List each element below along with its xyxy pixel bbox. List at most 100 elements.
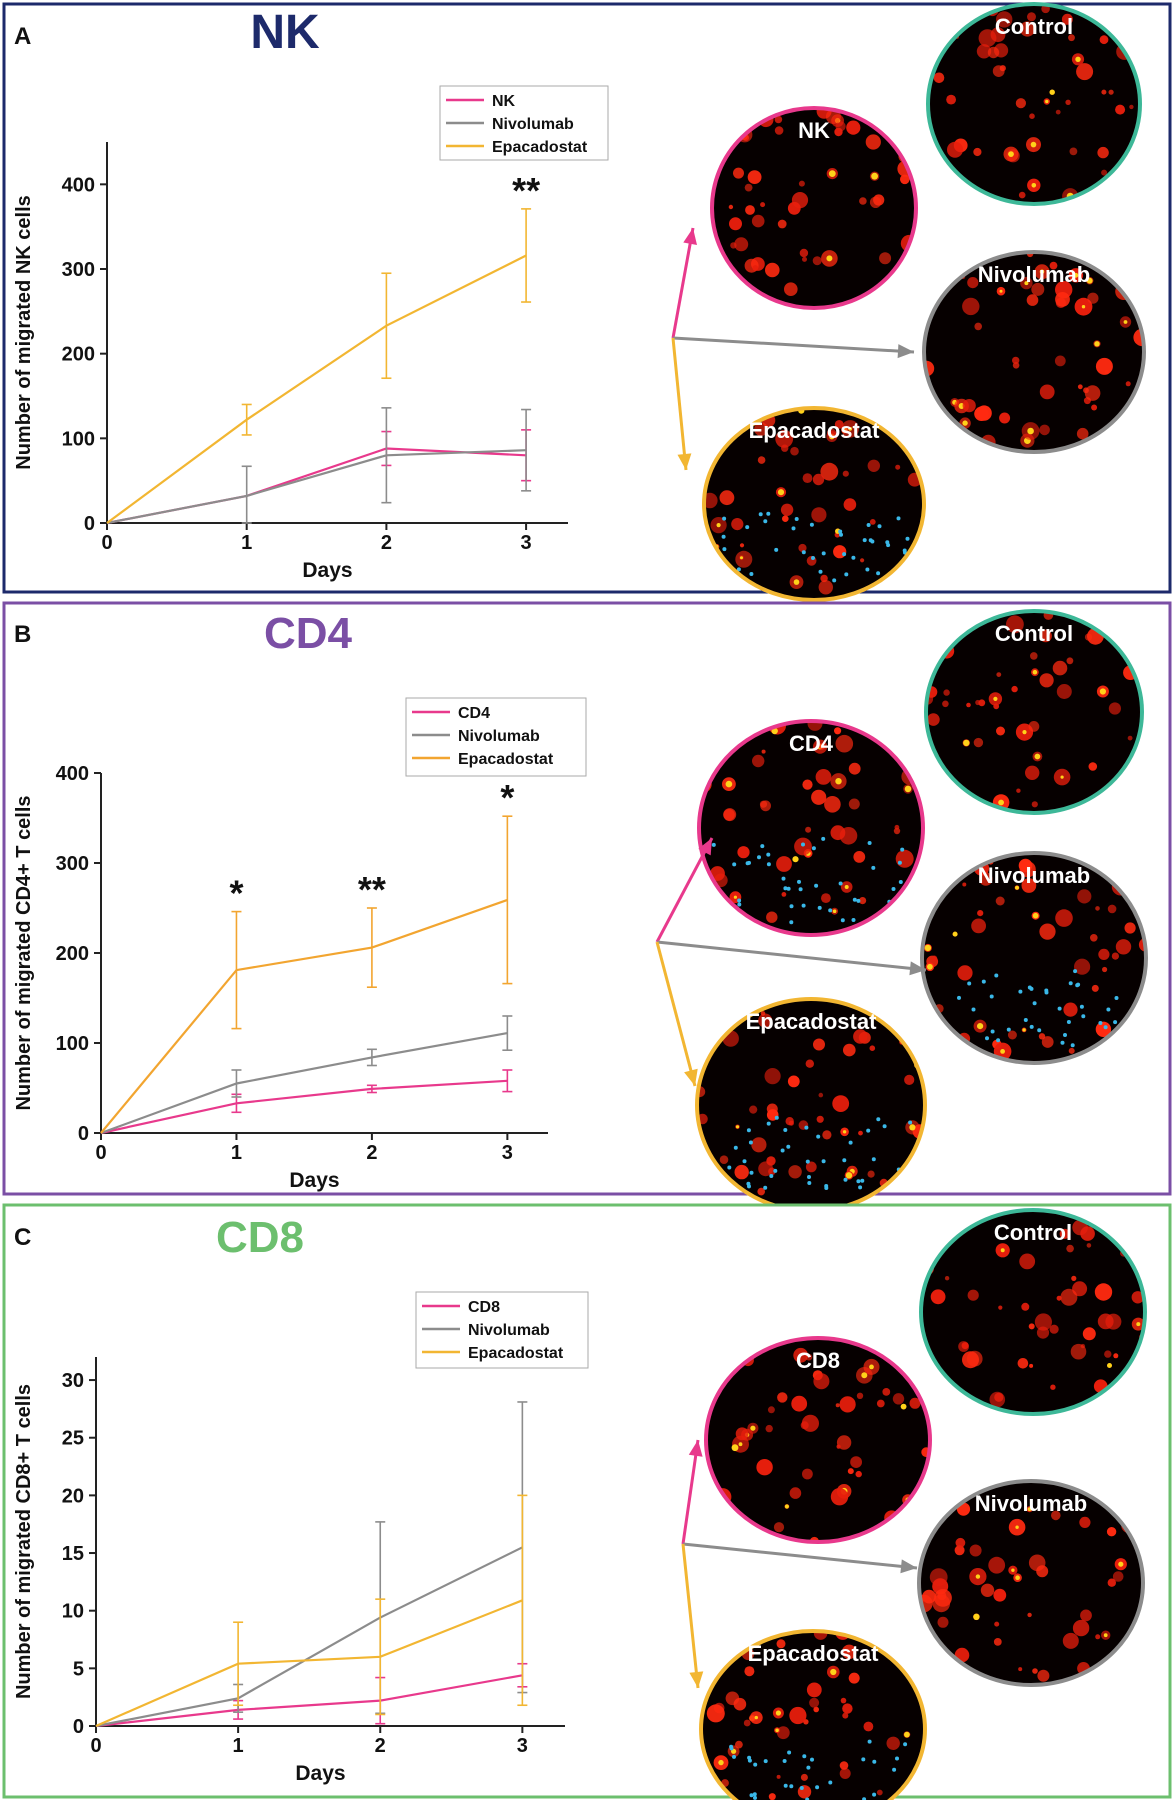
cell bbox=[756, 1459, 773, 1476]
micrographs: Control CD4 Nivolumab Epacadostat bbox=[695, 609, 1148, 1213]
cell bbox=[788, 1165, 802, 1179]
cell bbox=[993, 1638, 1002, 1646]
cyan-cell bbox=[801, 842, 805, 847]
significance-mark: ** bbox=[358, 869, 386, 910]
cell bbox=[1087, 292, 1099, 304]
cell-highlight bbox=[740, 556, 743, 560]
cyan-cell bbox=[727, 1165, 732, 1170]
cell bbox=[1031, 801, 1038, 808]
cell bbox=[946, 94, 956, 105]
cyan-cell bbox=[745, 525, 750, 530]
cell bbox=[764, 1068, 781, 1085]
cell-highlight bbox=[1123, 320, 1128, 324]
legend: NK Nivolumab Epacadostat bbox=[439, 85, 609, 161]
series-epacadostat bbox=[106, 208, 532, 524]
cell bbox=[839, 1768, 851, 1779]
cell-highlight bbox=[1136, 1322, 1141, 1327]
cell bbox=[853, 1029, 868, 1044]
cyan-cell bbox=[821, 836, 826, 841]
cell bbox=[790, 446, 799, 456]
series-line bbox=[106, 254, 527, 524]
cell bbox=[1049, 1324, 1059, 1334]
y-tick-label: 10 bbox=[62, 1601, 84, 1623]
cell bbox=[1056, 684, 1072, 699]
cell bbox=[895, 464, 901, 470]
cell-highlight bbox=[904, 1731, 910, 1738]
cyan-cell bbox=[838, 529, 843, 534]
cell bbox=[1124, 922, 1136, 934]
cell bbox=[869, 1045, 876, 1051]
cyan-cell bbox=[798, 887, 803, 892]
cell bbox=[859, 897, 867, 905]
cell bbox=[799, 248, 809, 258]
axes: 0 5 10 15 20 25 30 0 1 2 3 Days Number of migrated C… bbox=[13, 1357, 565, 1785]
cell bbox=[976, 44, 992, 59]
cyan-cell bbox=[801, 903, 806, 908]
cyan-cell bbox=[985, 1036, 989, 1041]
cell-highlight bbox=[963, 739, 970, 747]
cyan-cell bbox=[900, 847, 905, 852]
cyan-cell bbox=[807, 1175, 811, 1179]
cell bbox=[976, 405, 992, 421]
micrograph-label: Epacadostat bbox=[746, 1009, 877, 1034]
cell bbox=[973, 147, 982, 157]
micrograph-label: Control bbox=[995, 621, 1073, 646]
cell-highlight bbox=[1032, 669, 1038, 675]
cell bbox=[777, 1392, 788, 1403]
cell-highlight bbox=[1000, 1248, 1005, 1253]
micrograph-ring bbox=[917, 1479, 1145, 1687]
cell-highlight bbox=[1118, 1561, 1124, 1567]
cell bbox=[1084, 385, 1101, 401]
cyan-cell bbox=[848, 1140, 853, 1145]
y-tick-label: 30 bbox=[62, 1370, 84, 1392]
cell bbox=[788, 1120, 794, 1126]
cell bbox=[765, 262, 780, 278]
cyan-cell bbox=[732, 862, 737, 867]
cell bbox=[1113, 1353, 1119, 1359]
cell bbox=[822, 1130, 832, 1140]
cell bbox=[730, 242, 737, 249]
cyan-cell bbox=[860, 1178, 865, 1183]
cell bbox=[957, 965, 973, 981]
series-nivolumab bbox=[106, 407, 532, 525]
cell bbox=[1088, 762, 1098, 771]
cell-highlight bbox=[1024, 281, 1029, 286]
cell bbox=[825, 109, 841, 125]
cell bbox=[789, 1487, 802, 1499]
cell bbox=[973, 737, 984, 748]
cell bbox=[998, 1305, 1003, 1310]
cell bbox=[927, 713, 940, 726]
cyan-cell bbox=[895, 1756, 899, 1761]
cyan-cell bbox=[763, 1185, 768, 1190]
cell bbox=[904, 1074, 915, 1085]
cell bbox=[1021, 1302, 1030, 1311]
cell bbox=[798, 543, 807, 553]
cell bbox=[1080, 1609, 1092, 1622]
cell bbox=[933, 72, 945, 84]
cell bbox=[811, 789, 827, 805]
cell bbox=[816, 1115, 824, 1123]
cell bbox=[1068, 34, 1075, 42]
y-axis-label: Number of migrated CD4+ T cells bbox=[13, 795, 35, 1110]
cell bbox=[784, 282, 798, 297]
y-tick-label: 20 bbox=[62, 1485, 84, 1507]
cyan-cell bbox=[996, 1038, 1001, 1043]
cell bbox=[1017, 1358, 1029, 1369]
cell bbox=[1056, 1295, 1062, 1301]
cell bbox=[747, 170, 762, 185]
cell bbox=[842, 1703, 853, 1714]
cyan-cell bbox=[809, 522, 814, 527]
cell-highlight bbox=[718, 1759, 724, 1766]
cell bbox=[1107, 1578, 1117, 1587]
cyan-cell bbox=[774, 547, 779, 552]
cell bbox=[749, 1105, 758, 1114]
cell bbox=[994, 1621, 1000, 1627]
cyan-cell bbox=[733, 1197, 738, 1201]
arrow-head bbox=[900, 1559, 917, 1574]
series-line bbox=[106, 449, 527, 525]
cyan-cell bbox=[828, 908, 833, 913]
x-tick-label: 3 bbox=[502, 1142, 513, 1164]
cell bbox=[1076, 63, 1094, 81]
cyan-cell bbox=[852, 897, 857, 902]
cell bbox=[944, 1276, 950, 1281]
